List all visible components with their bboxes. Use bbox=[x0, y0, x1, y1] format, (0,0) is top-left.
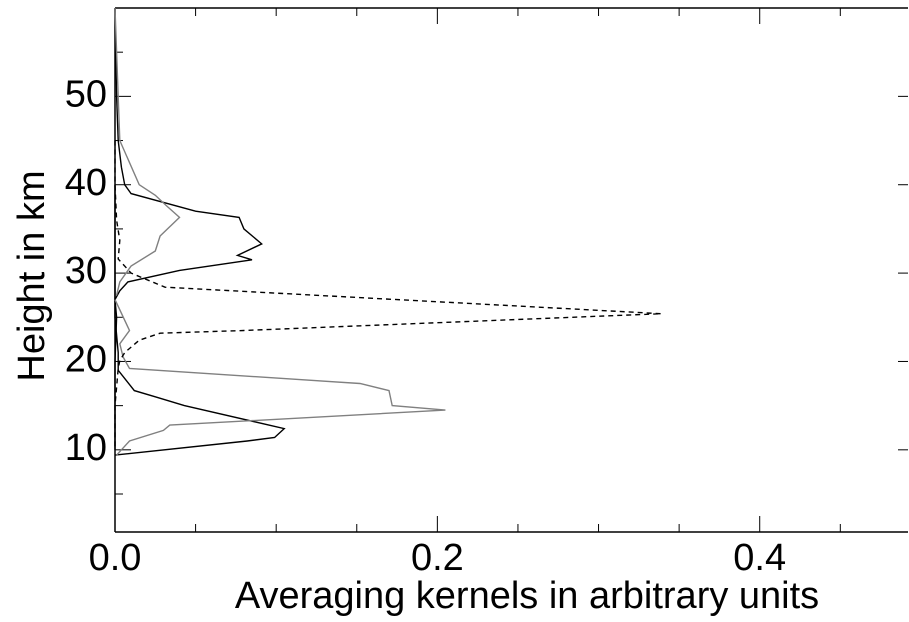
y-tick-label: 30 bbox=[65, 250, 107, 292]
kernel-line bbox=[114, 7, 181, 296]
y-tick-label: 20 bbox=[65, 338, 107, 380]
kernel-line bbox=[114, 140, 662, 450]
x-tick-label: 0.0 bbox=[89, 537, 142, 579]
y-axis-label: Height in km bbox=[11, 170, 53, 381]
y-tick-label: 40 bbox=[65, 162, 107, 204]
x-axis-label: Averaging kernels in arbitrary units bbox=[235, 575, 819, 617]
kernel-line bbox=[114, 299, 446, 456]
kernel-line bbox=[114, 7, 263, 450]
y-tick-label: 50 bbox=[65, 73, 107, 115]
kernel-line bbox=[114, 184, 286, 456]
y-tick-label: 10 bbox=[65, 427, 107, 469]
x-tick-label: 0.4 bbox=[733, 537, 786, 579]
x-tick-label: 0.2 bbox=[411, 537, 464, 579]
